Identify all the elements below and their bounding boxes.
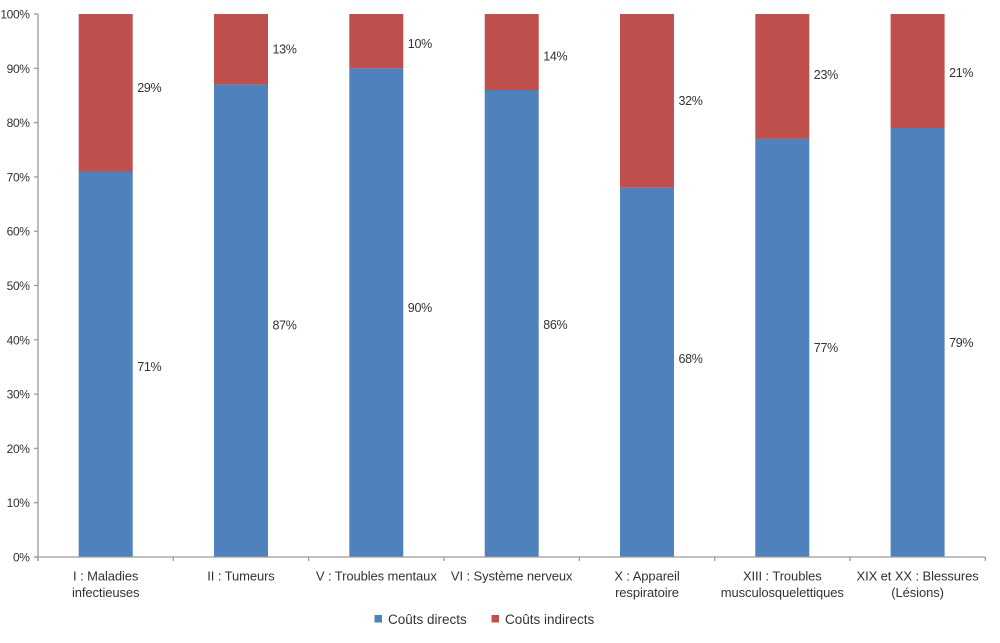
svg-text:60%: 60% <box>7 225 31 239</box>
svg-text:I : Maladies: I : Maladies <box>73 569 139 584</box>
svg-text:20%: 20% <box>7 442 31 456</box>
svg-text:0%: 0% <box>13 551 30 565</box>
svg-text:40%: 40% <box>7 333 31 347</box>
svg-text:71%: 71% <box>137 360 161 374</box>
svg-text:77%: 77% <box>814 341 838 355</box>
svg-text:70%: 70% <box>7 170 31 184</box>
svg-text:32%: 32% <box>679 94 703 108</box>
svg-text:II : Tumeurs: II : Tumeurs <box>207 569 275 584</box>
svg-text:10%: 10% <box>7 496 31 510</box>
svg-text:Coûts indirects: Coûts indirects <box>505 612 595 627</box>
svg-text:infectieuses: infectieuses <box>72 585 140 600</box>
svg-text:10%: 10% <box>408 37 432 51</box>
svg-text:29%: 29% <box>137 81 161 95</box>
svg-text:X : Appareil: X : Appareil <box>614 569 679 584</box>
svg-text:80%: 80% <box>7 116 31 130</box>
svg-text:respiratoire: respiratoire <box>615 585 679 600</box>
svg-text:(Lésions): (Lésions) <box>891 585 944 600</box>
svg-text:XIX et XX : Blessures: XIX et XX : Blessures <box>857 569 980 584</box>
svg-text:79%: 79% <box>949 336 973 350</box>
svg-text:100%: 100% <box>0 8 30 22</box>
svg-text:23%: 23% <box>814 68 838 82</box>
svg-text:musculosquelettiques: musculosquelettiques <box>721 585 845 600</box>
svg-text:90%: 90% <box>7 62 31 76</box>
svg-text:30%: 30% <box>7 388 31 402</box>
svg-text:50%: 50% <box>7 279 31 293</box>
svg-text:Coûts directs: Coûts directs <box>388 612 467 627</box>
svg-text:13%: 13% <box>273 42 297 56</box>
svg-text:68%: 68% <box>679 352 703 366</box>
svg-text:VI : Système nerveux: VI : Système nerveux <box>451 569 573 584</box>
svg-text:90%: 90% <box>408 301 432 315</box>
svg-text:87%: 87% <box>273 319 297 333</box>
svg-text:V : Troubles mentaux: V : Troubles mentaux <box>316 569 437 584</box>
svg-text:XIII : Troubles: XIII : Troubles <box>743 569 822 584</box>
svg-text:86%: 86% <box>543 318 567 332</box>
svg-text:21%: 21% <box>949 66 973 80</box>
svg-text:14%: 14% <box>543 50 567 64</box>
